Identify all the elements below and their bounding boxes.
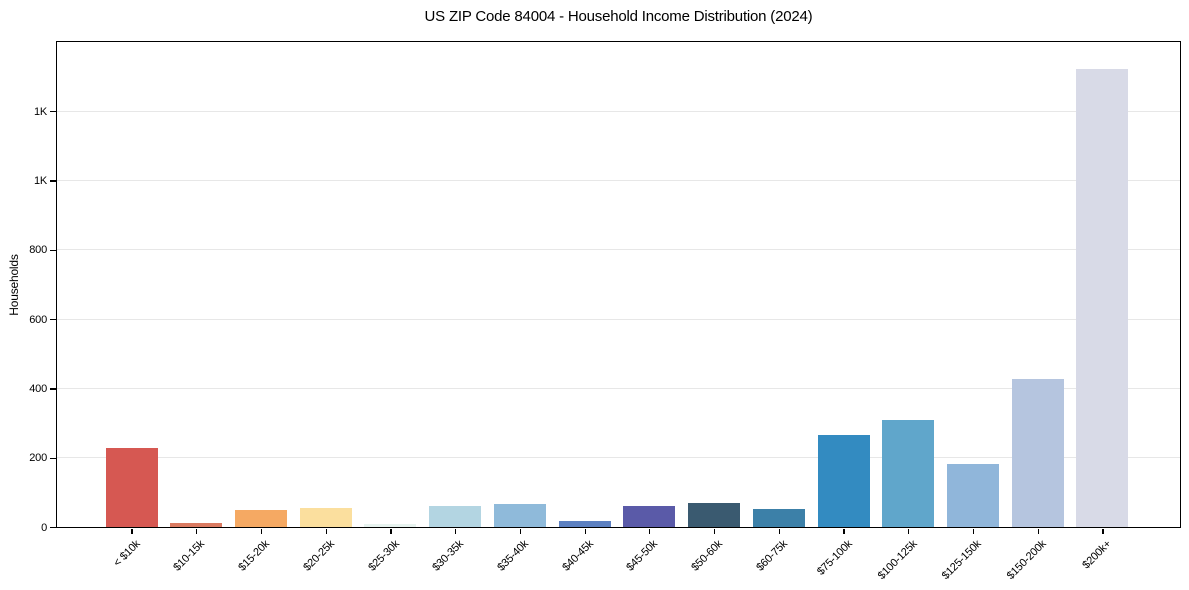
bar-25-30k — [364, 524, 417, 527]
x-tick-mark — [131, 529, 133, 534]
x-tick-label: $150-200k — [1004, 537, 1049, 582]
y-tick-mark — [50, 319, 56, 321]
gridline — [57, 387, 1180, 389]
bar-200k — [1076, 69, 1129, 527]
x-tick-label: $35-40k — [495, 537, 531, 574]
y-tick-label: 800 — [29, 244, 47, 257]
x-tick-label: $200k+ — [1080, 537, 1114, 571]
x-tick-mark — [843, 529, 845, 534]
x-tick-mark — [778, 529, 780, 534]
x-tick-label: $75-100k — [814, 537, 855, 578]
gridline — [57, 110, 1180, 112]
y-tick-mark — [50, 249, 56, 251]
x-tick-label: $20-25k — [301, 537, 337, 574]
x-tick-label: $25-30k — [365, 537, 402, 574]
bar-10-15k — [170, 523, 223, 527]
x-tick-label: < $10k — [111, 537, 143, 569]
bar-15-20k — [234, 509, 287, 527]
x-tick-mark — [1037, 529, 1039, 534]
x-tick-label: $30-35k — [430, 537, 467, 574]
x-tick-label: $45-50k — [624, 537, 661, 574]
x-tick-mark — [972, 529, 975, 534]
bar-50-60k — [688, 502, 741, 527]
gridline — [57, 180, 1180, 182]
y-tick-label: 400 — [29, 382, 47, 395]
x-tick-mark — [908, 529, 910, 534]
y-tick-mark — [50, 526, 56, 529]
y-tick-label: 200 — [29, 452, 47, 465]
x-tick-label: $125-150k — [939, 537, 984, 582]
x-tick-mark — [325, 529, 327, 534]
y-tick-label: 1K — [33, 105, 47, 118]
bar-45-50k — [623, 506, 676, 527]
y-tick-label: 0 — [41, 521, 47, 534]
x-tick-mark — [260, 529, 263, 534]
bar-100-125k — [882, 419, 935, 527]
bar-150-200k — [1011, 379, 1064, 527]
x-tick-label: $10-15k — [171, 537, 208, 574]
gridline — [57, 318, 1180, 320]
x-tick-mark — [584, 529, 586, 534]
y-tick-mark — [50, 111, 56, 113]
bar-30-35k — [429, 505, 482, 527]
x-tick-mark — [390, 529, 392, 534]
bar-20-25k — [299, 507, 352, 527]
x-tick-label: $15-20k — [236, 537, 272, 574]
chart-title: US ZIP Code 84004 - Household Income Dis… — [424, 8, 813, 25]
x-tick-mark — [455, 529, 457, 534]
y-tick-mark — [50, 457, 56, 459]
x-tick-mark — [1102, 529, 1104, 534]
gridline — [57, 457, 1180, 459]
y-tick-label: 600 — [29, 313, 47, 326]
x-tick-label: $100-125k — [875, 537, 920, 582]
x-tick-mark — [649, 529, 651, 534]
x-tick-mark — [519, 529, 521, 534]
x-tick-mark — [196, 529, 198, 534]
bar-75-100k — [817, 435, 870, 527]
x-tick-label: $50-60k — [689, 537, 726, 574]
x-tick-label: $60-75k — [754, 537, 790, 574]
bar-40-45k — [558, 520, 611, 527]
x-tick-label: $40-45k — [559, 537, 596, 574]
bar-35-40k — [493, 504, 546, 527]
gridline — [57, 249, 1180, 251]
y-tick-label: 1K — [33, 175, 47, 188]
y-tick-mark — [50, 388, 56, 390]
bar-125-150k — [946, 463, 999, 527]
plot-area — [56, 41, 1181, 528]
x-tick-mark — [713, 529, 716, 534]
bar-60-75k — [752, 508, 805, 527]
bar-10k — [105, 448, 158, 527]
y-tick-mark — [50, 180, 56, 182]
